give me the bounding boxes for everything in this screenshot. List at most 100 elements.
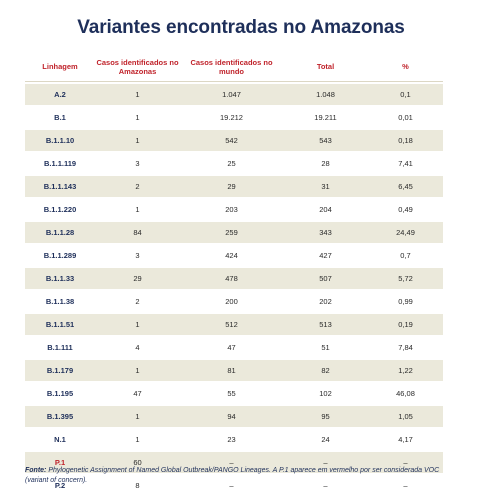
row-lineage: B.1.1.38 (45, 297, 75, 306)
row-world: 259 (225, 228, 238, 237)
row-world: 203 (225, 205, 238, 214)
source-label: Fonte: (25, 467, 47, 474)
table-row: P.1 60 – – – (25, 452, 443, 473)
row-total: 507 (319, 274, 332, 283)
row-lineage: B.1.195 (46, 389, 74, 398)
row-total: 202 (319, 297, 332, 306)
row-world: 94 (227, 412, 236, 421)
table-row: B.1.1.143 2 29 31 6,45 (25, 176, 443, 197)
row-world: 200 (225, 297, 238, 306)
row-percent: 0,1 (400, 90, 411, 99)
table-row: P.2 8 – – – (25, 475, 443, 496)
row-percent: 1,05 (398, 412, 413, 421)
row-lineage: B.1.1.51 (45, 320, 75, 329)
row-amazonas: 1 (135, 435, 140, 444)
row-world: 1.047 (222, 90, 241, 99)
row-amazonas: 8 (135, 481, 140, 490)
table-row: B.1.111 4 47 51 7,84 (25, 337, 443, 358)
row-percent: 5,72 (398, 274, 413, 283)
table-body: A.2 1 1.047 1.048 0,1 B.1 1 19.212 19.211 0,01 B.1… (25, 84, 443, 496)
row-percent: 0,01 (398, 113, 413, 122)
row-lineage: N.1 (54, 435, 66, 444)
row-percent: 4,17 (398, 435, 413, 444)
row-amazonas: 2 (135, 182, 140, 191)
table-row: B.1 1 19.212 19.211 0,01 (25, 107, 443, 128)
row-lineage: B.1 (54, 113, 66, 122)
header-amazonas: Casos identificados no Amazonas (96, 57, 179, 76)
row-total: 95 (321, 412, 330, 421)
row-amazonas: 1 (135, 113, 140, 122)
row-total: 343 (319, 228, 332, 237)
row-world: 25 (227, 159, 236, 168)
header-lineage: Linhagem (42, 62, 78, 71)
row-percent: 1,22 (398, 366, 413, 375)
row-lineage: B.1.1.10 (45, 136, 75, 145)
row-world: – (229, 458, 234, 467)
row-lineage: B.1.395 (46, 412, 74, 421)
table-row: B.1.1.10 1 542 543 0,18 (25, 130, 443, 151)
row-total: 204 (319, 205, 332, 214)
row-lineage: B.1.1.220 (43, 205, 77, 214)
row-percent: 0,19 (398, 320, 413, 329)
row-world: 29 (227, 182, 236, 191)
row-total: 543 (319, 136, 332, 145)
row-world: – (229, 481, 234, 490)
table-row: B.1.1.289 3 424 427 0,7 (25, 245, 443, 266)
row-world: 55 (227, 389, 236, 398)
row-amazonas: 1 (135, 205, 140, 214)
header-total: Total (316, 62, 335, 71)
row-amazonas: 29 (133, 274, 142, 283)
row-amazonas: 2 (135, 297, 140, 306)
row-percent: 0,49 (398, 205, 413, 214)
row-total: 82 (321, 366, 330, 375)
source-note: Fonte: Phylogenetic Assignment of Named … (25, 466, 453, 486)
row-lineage: B.1.1.119 (43, 159, 77, 168)
variants-table: Linhagem Casos identificados no Amazonas… (25, 52, 443, 496)
row-world: 424 (225, 251, 238, 260)
row-amazonas: 1 (135, 366, 140, 375)
table-row: B.1.1.51 1 512 513 0,19 (25, 314, 443, 335)
table-header: Linhagem Casos identificados no Amazonas… (25, 52, 443, 82)
row-percent: 6,45 (398, 182, 413, 191)
row-total: 28 (321, 159, 330, 168)
row-percent: – (403, 458, 408, 467)
header-percent: % (402, 62, 409, 71)
row-total: 513 (319, 320, 332, 329)
row-percent: 7,84 (398, 343, 413, 352)
row-percent: 46,08 (396, 389, 415, 398)
row-total: – (323, 481, 328, 490)
row-lineage: B.1.179 (46, 366, 74, 375)
row-lineage: B.1.1.289 (43, 251, 77, 260)
row-percent: 0,18 (398, 136, 413, 145)
row-total: 19.211 (314, 113, 337, 122)
row-amazonas: 1 (135, 412, 140, 421)
row-amazonas: 84 (133, 228, 142, 237)
row-total: 1.048 (316, 90, 335, 99)
table-row: B.1.179 1 81 82 1,22 (25, 360, 443, 381)
table-row: B.1.195 47 55 102 46,08 (25, 383, 443, 404)
row-world: 19.212 (220, 113, 243, 122)
row-total: 31 (321, 182, 330, 191)
table-row: B.1.1.220 1 203 204 0,49 (25, 199, 443, 220)
row-lineage: B.1.1.33 (45, 274, 75, 283)
row-total: 24 (321, 435, 330, 444)
row-lineage: A.2 (54, 90, 66, 99)
row-world: 542 (225, 136, 238, 145)
row-percent: 0,7 (400, 251, 411, 260)
row-total: 427 (319, 251, 332, 260)
row-total: 51 (321, 343, 330, 352)
row-percent: – (403, 481, 408, 490)
row-world: 47 (227, 343, 236, 352)
row-total: 102 (319, 389, 332, 398)
row-percent: 7,41 (398, 159, 413, 168)
row-amazonas: 60 (133, 458, 142, 467)
table-row: B.1.1.119 3 25 28 7,41 (25, 153, 443, 174)
row-world: 512 (225, 320, 238, 329)
table-row: B.1.1.38 2 200 202 0,99 (25, 291, 443, 312)
row-percent: 24,49 (396, 228, 415, 237)
row-percent: 0,99 (398, 297, 413, 306)
page-title: Variantes encontradas no Amazonas (77, 17, 405, 38)
row-amazonas: 3 (135, 159, 140, 168)
header-world: Casos identificados no mundo (190, 57, 273, 76)
table-row: B.1.395 1 94 95 1,05 (25, 406, 443, 427)
